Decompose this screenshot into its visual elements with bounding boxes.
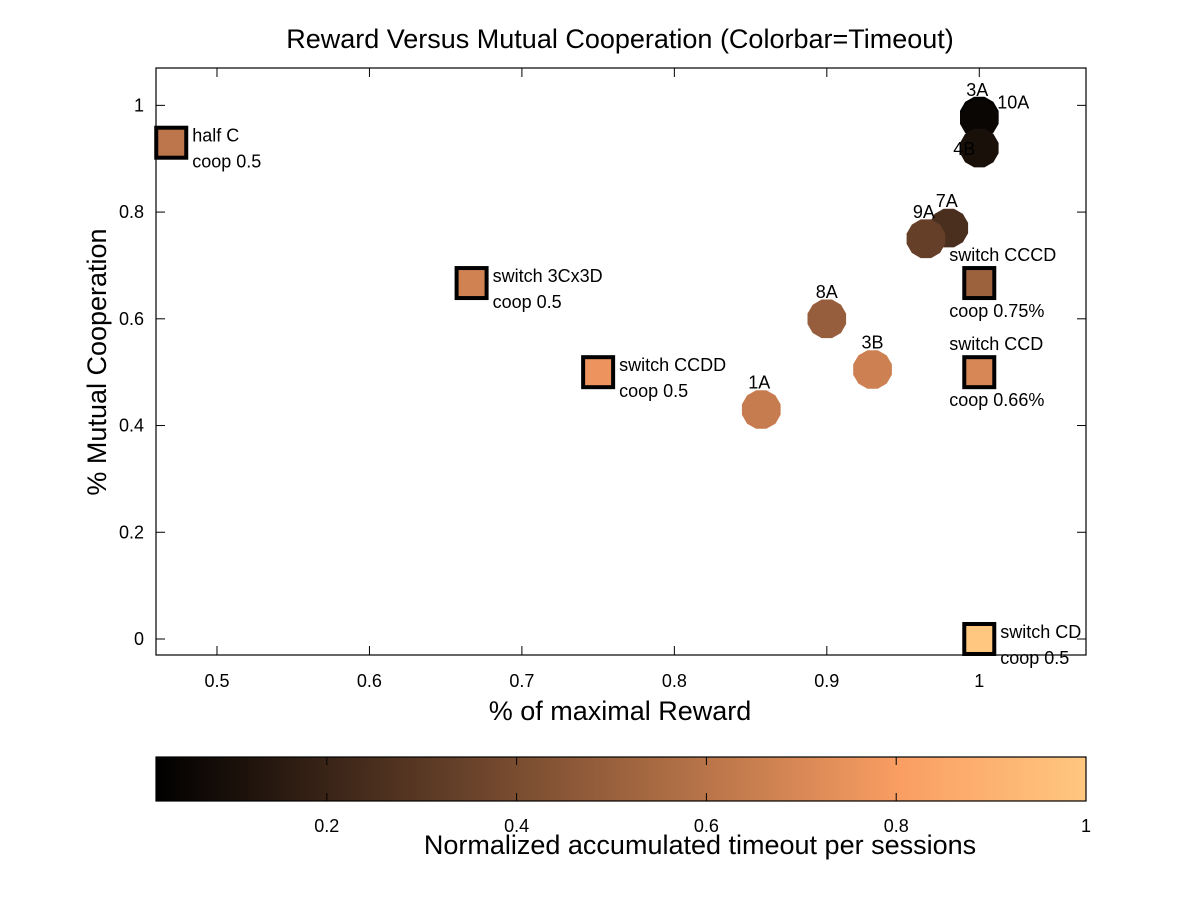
reference-label: switch CCDD [619, 355, 726, 375]
reference-square [962, 355, 997, 390]
x-tick-label: 0.7 [509, 671, 534, 691]
x-axis-label: % of maximal Reward [489, 696, 752, 726]
scatter-point-3B [853, 350, 892, 389]
reference-sublabel: coop 0.5 [1000, 648, 1069, 668]
chart-title: Reward Versus Mutual Cooperation (Colorb… [286, 24, 954, 54]
y-tick-label: 0.4 [119, 416, 144, 436]
colorbar-tick-label: 1 [1081, 816, 1091, 836]
x-tick-label: 0.9 [814, 671, 839, 691]
reference-square [962, 621, 997, 656]
colorbar-tick-label: 0.2 [314, 816, 339, 836]
reference-square [454, 266, 489, 301]
y-tick-label: 1 [134, 95, 144, 115]
point-label-3B: 3B [862, 333, 884, 353]
scatter-point-4B [960, 128, 999, 168]
reference-label: half C [192, 126, 239, 146]
point-label-9A: 9A [913, 202, 935, 222]
x-tick-label: 0.6 [357, 671, 382, 691]
y-tick-label: 0.6 [119, 309, 144, 329]
point-label-7A: 7A [936, 191, 958, 211]
y-tick-label: 0 [134, 629, 144, 649]
reference-label: switch 3Cx3D [493, 266, 603, 286]
reference-label: switch CD [1000, 622, 1081, 642]
scatter-point-8A [807, 299, 847, 339]
x-tick-label: 0.8 [662, 671, 687, 691]
reference-sublabel: coop 0.5 [493, 292, 562, 312]
y-axis-ticks: 0 0.2 0.4 0.6 0.8 1 [119, 95, 1086, 649]
colorbar-label: Normalized accumulated timeout per sessi… [424, 830, 976, 860]
reference-sublabel: coop 0.75% [949, 301, 1044, 321]
scatter-point-1A [741, 390, 781, 429]
x-tick-label: 1 [974, 671, 984, 691]
colorbar-tick-label: 0.6 [694, 816, 719, 836]
reference-sublabel: coop 0.5 [619, 381, 688, 401]
plot-area [155, 67, 1087, 656]
colorbar-tick-label: 0.4 [504, 816, 529, 836]
x-tick-label: 0.5 [204, 671, 229, 691]
scatter-point-9A [906, 219, 946, 259]
colorbar-tick-label: 0.8 [884, 816, 909, 836]
y-axis-label: % Mutual Cooperation [82, 228, 112, 495]
reference-square [962, 266, 997, 301]
y-tick-label: 0.8 [119, 202, 144, 222]
reference-sublabel: coop 0.66% [949, 390, 1044, 410]
point-label-1A: 1A [748, 373, 770, 393]
y-tick-label: 0.2 [119, 522, 144, 542]
colorbar-ticks: 0.2 0.4 0.6 0.8 1 [314, 757, 1091, 836]
reference-label: switch CCD [949, 334, 1043, 354]
reference-square [154, 125, 189, 160]
point-label-10A: 10A [997, 93, 1029, 113]
reference-square [581, 355, 616, 390]
point-label-4B: 4B [953, 139, 975, 159]
scatter-point-10A [960, 99, 999, 138]
reference-sublabel: coop 0.5 [192, 152, 261, 172]
reference-label: switch CCCD [949, 245, 1056, 265]
colorbar [155, 756, 1087, 802]
point-label-8A: 8A [816, 282, 838, 302]
point-label-3A: 3A [966, 80, 988, 100]
